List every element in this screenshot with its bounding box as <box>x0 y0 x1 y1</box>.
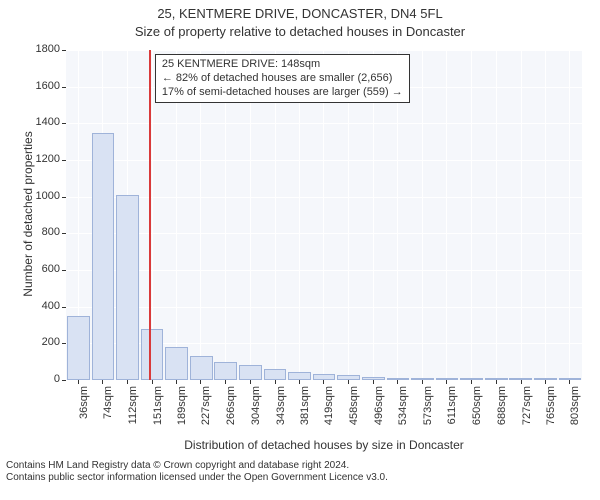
x-tick-mark <box>200 380 201 384</box>
x-tick-label: 534sqm <box>397 386 409 436</box>
reference-line <box>149 50 151 380</box>
x-tick-label: 688sqm <box>496 386 508 436</box>
chart-plot-area: 25 KENTMERE DRIVE: 148sqm ← 82% of detac… <box>66 50 582 380</box>
x-tick-label: 419sqm <box>323 386 335 436</box>
y-tick-mark <box>62 270 66 271</box>
x-tick-mark <box>348 380 349 384</box>
annotation-line2: ← 82% of detached houses are smaller (2,… <box>162 72 403 86</box>
annotation-line1: 25 KENTMERE DRIVE: 148sqm <box>162 58 403 72</box>
gridline-v <box>496 50 497 380</box>
gridline-v <box>471 50 472 380</box>
y-tick-mark <box>62 380 66 381</box>
x-axis-label: Distribution of detached houses by size … <box>66 438 582 452</box>
histogram-bar <box>190 356 213 380</box>
x-tick-label: 36sqm <box>78 386 90 436</box>
histogram-bar <box>239 365 262 380</box>
x-tick-mark <box>397 380 398 384</box>
x-tick-label: 458sqm <box>348 386 360 436</box>
footer-line1: Contains HM Land Registry data © Crown c… <box>6 460 388 472</box>
y-tick-mark <box>62 123 66 124</box>
x-tick-label: 727sqm <box>521 386 533 436</box>
x-tick-mark <box>446 380 447 384</box>
histogram-bar <box>141 329 164 380</box>
x-tick-mark <box>299 380 300 384</box>
x-tick-mark <box>275 380 276 384</box>
annotation-line3: 17% of semi-detached houses are larger (… <box>162 86 403 100</box>
y-tick-mark <box>62 87 66 88</box>
x-tick-label: 304sqm <box>250 386 262 436</box>
gridline-v <box>545 50 546 380</box>
histogram-bar <box>116 195 139 380</box>
x-tick-mark <box>373 380 374 384</box>
x-tick-mark <box>102 380 103 384</box>
x-tick-mark <box>176 380 177 384</box>
y-tick-mark <box>62 50 66 51</box>
x-tick-label: 74sqm <box>102 386 114 436</box>
x-tick-mark <box>152 380 153 384</box>
x-tick-mark <box>78 380 79 384</box>
x-tick-label: 112sqm <box>127 386 139 436</box>
histogram-bar <box>288 372 311 380</box>
attribution-footer: Contains HM Land Registry data © Crown c… <box>6 460 388 484</box>
x-tick-mark <box>422 380 423 384</box>
histogram-bar <box>67 316 90 380</box>
x-tick-label: 573sqm <box>422 386 434 436</box>
x-tick-mark <box>127 380 128 384</box>
histogram-bar <box>214 362 237 380</box>
x-tick-label: 803sqm <box>569 386 581 436</box>
x-tick-mark <box>323 380 324 384</box>
y-axis-label: Number of detached properties <box>21 49 35 379</box>
x-tick-mark <box>225 380 226 384</box>
gridline-v <box>446 50 447 380</box>
footer-line2: Contains public sector information licen… <box>6 472 388 484</box>
x-tick-label: 151sqm <box>152 386 164 436</box>
x-tick-label: 650sqm <box>471 386 483 436</box>
gridline-v <box>569 50 570 380</box>
histogram-bar <box>264 369 287 380</box>
x-tick-label: 343sqm <box>275 386 287 436</box>
y-tick-mark <box>62 160 66 161</box>
histogram-bar <box>165 347 188 380</box>
x-tick-label: 266sqm <box>225 386 237 436</box>
x-tick-label: 496sqm <box>373 386 385 436</box>
annotation-box: 25 KENTMERE DRIVE: 148sqm ← 82% of detac… <box>155 54 410 103</box>
x-tick-label: 227sqm <box>200 386 212 436</box>
x-tick-mark <box>545 380 546 384</box>
x-tick-label: 611sqm <box>446 386 458 436</box>
gridline-v <box>521 50 522 380</box>
x-tick-mark <box>250 380 251 384</box>
x-tick-mark <box>471 380 472 384</box>
y-tick-mark <box>62 307 66 308</box>
x-tick-label: 765sqm <box>545 386 557 436</box>
title-line1: 25, KENTMERE DRIVE, DONCASTER, DN4 5FL <box>0 6 600 21</box>
gridline-v <box>422 50 423 380</box>
y-tick-mark <box>62 233 66 234</box>
x-tick-mark <box>521 380 522 384</box>
y-tick-mark <box>62 343 66 344</box>
x-tick-mark <box>569 380 570 384</box>
x-tick-label: 189sqm <box>176 386 188 436</box>
title-line2: Size of property relative to detached ho… <box>0 24 600 39</box>
histogram-bar <box>92 133 115 381</box>
x-tick-mark <box>496 380 497 384</box>
y-tick-mark <box>62 197 66 198</box>
chart-container: { "titles": { "line1": "25, KENTMERE DRI… <box>0 0 600 500</box>
x-tick-label: 381sqm <box>299 386 311 436</box>
